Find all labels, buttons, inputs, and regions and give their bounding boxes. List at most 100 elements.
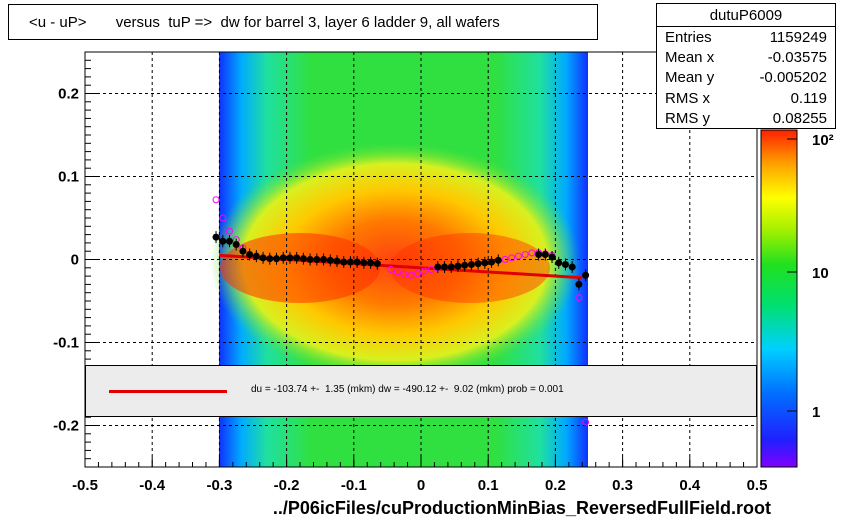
profile-point <box>306 256 314 263</box>
file-path-label: ../P06icFiles/cuProductionMinBias_Revers… <box>272 498 771 518</box>
plot-title: <u - uP> versus tuP => dw for barrel 3, … <box>29 14 500 31</box>
colorbar-tick-label: 10² <box>812 132 834 149</box>
profile-point <box>555 259 563 267</box>
profile-point <box>461 261 469 269</box>
profile-point <box>279 254 287 262</box>
profile-point <box>346 258 354 266</box>
profile-point <box>481 259 489 267</box>
profile-open-point <box>225 227 233 235</box>
stats-value-mean-y: -0.005202 <box>759 69 827 86</box>
profile-open-point <box>212 196 220 204</box>
x-tick-label: 0.2 <box>545 477 566 494</box>
profile-point <box>340 258 348 266</box>
profile-point <box>582 271 590 279</box>
colorbar-labels: 1 10 10² <box>787 132 834 421</box>
profile-point <box>467 260 475 268</box>
y-tick-label: 0 <box>71 252 79 269</box>
density-peak-right <box>390 233 550 303</box>
profile-filled-markers <box>212 231 590 291</box>
profile-point <box>367 259 375 267</box>
profile-open-point <box>575 294 583 302</box>
colorbar-tick-label: 1 <box>812 404 820 421</box>
profile-point <box>239 247 247 255</box>
x-tick-label: 0.4 <box>679 477 701 494</box>
axis-ticks <box>84 51 758 468</box>
x-tick-label: 0.3 <box>612 477 633 494</box>
profile-point <box>326 256 334 264</box>
profile-open-point <box>427 265 435 273</box>
x-tick-label: -0.5 <box>72 477 98 494</box>
x-tick-label: 0.5 <box>747 477 768 494</box>
stats-value-entries: 1159249 <box>769 29 827 46</box>
profile-point <box>320 256 328 263</box>
profile-point <box>313 256 321 263</box>
stats-name: dutuP6009 <box>709 7 783 24</box>
profile-point <box>293 254 301 262</box>
profile-open-point <box>400 270 408 278</box>
density-core <box>210 142 580 382</box>
profile-open-point <box>582 418 590 426</box>
profile-point <box>441 263 449 271</box>
y-tick-label: 0.1 <box>58 169 79 186</box>
y-tick-labels: -0.2 -0.1 0 0.1 0.2 <box>53 86 79 435</box>
profile-point <box>494 256 502 264</box>
stats-box: dutuP6009 Entries 1159249 Mean x -0.0357… <box>656 3 836 129</box>
profile-open-point <box>219 214 227 222</box>
density-peak-left <box>220 233 380 303</box>
y-tick-label: -0.2 <box>53 418 79 435</box>
profile-point <box>333 257 341 265</box>
profile-open-point <box>514 252 522 260</box>
profile-point <box>447 263 455 271</box>
profile-point <box>273 255 281 263</box>
fit-legend: du = -103.74 +- 1.35 (mkm) dw = -490.12 … <box>85 365 757 417</box>
stats-value-mean-x: -0.03575 <box>767 49 827 66</box>
profile-point <box>353 258 361 266</box>
profile-point <box>434 263 442 271</box>
stats-label-rms-x: RMS x <box>665 90 710 107</box>
profile-open-point <box>407 271 415 279</box>
profile-point <box>488 258 496 266</box>
stats-label-rms-y: RMS y <box>665 110 710 127</box>
profile-open-point <box>501 256 509 263</box>
profile-open-point <box>508 254 516 262</box>
x-tick-label: -0.3 <box>206 477 232 494</box>
x-tick-label: 0.1 <box>478 477 499 494</box>
profile-point <box>360 259 368 267</box>
profile-open-point <box>414 270 422 278</box>
profile-point <box>246 251 254 259</box>
profile-point <box>561 260 569 268</box>
legend-line-swatch <box>109 390 227 393</box>
profile-open-point <box>387 265 395 273</box>
y-tick-label: 0.2 <box>58 86 79 103</box>
x-tick-label: -0.1 <box>341 477 367 494</box>
profile-open-point <box>521 251 529 259</box>
profile-point <box>286 254 294 262</box>
stats-divider <box>657 26 835 27</box>
stats-label-mean-x: Mean x <box>665 49 715 66</box>
grid <box>85 52 757 467</box>
x-tick-label: -0.4 <box>139 477 166 494</box>
profile-point <box>373 260 381 268</box>
profile-point <box>225 237 233 245</box>
profile-point <box>219 237 227 245</box>
x-tick-label: 0 <box>417 477 425 494</box>
profile-point <box>259 254 267 262</box>
profile-point <box>212 233 220 241</box>
profile-open-point <box>528 249 536 257</box>
colorbar-tick-label: 10 <box>812 265 829 282</box>
stats-value-rms-x: 0.119 <box>790 90 827 107</box>
profile-point <box>575 280 583 288</box>
legend-fit-text: du = -103.74 +- 1.35 (mkm) dw = -490.12 … <box>251 384 564 395</box>
profile-open-point <box>393 268 401 276</box>
x-tick-labels: -0.5 -0.4 -0.3 -0.2 -0.1 0 0.1 0.2 0.3 0.4 0.5 <box>72 477 767 494</box>
colorbar <box>760 129 798 468</box>
profile-point <box>232 241 240 249</box>
profile-point <box>266 255 274 263</box>
profile-point <box>535 251 543 259</box>
profile-point <box>474 260 482 268</box>
profile-point <box>299 255 307 263</box>
profile-point <box>548 253 556 261</box>
profile-point <box>454 262 462 270</box>
profile-open-point <box>420 267 428 275</box>
